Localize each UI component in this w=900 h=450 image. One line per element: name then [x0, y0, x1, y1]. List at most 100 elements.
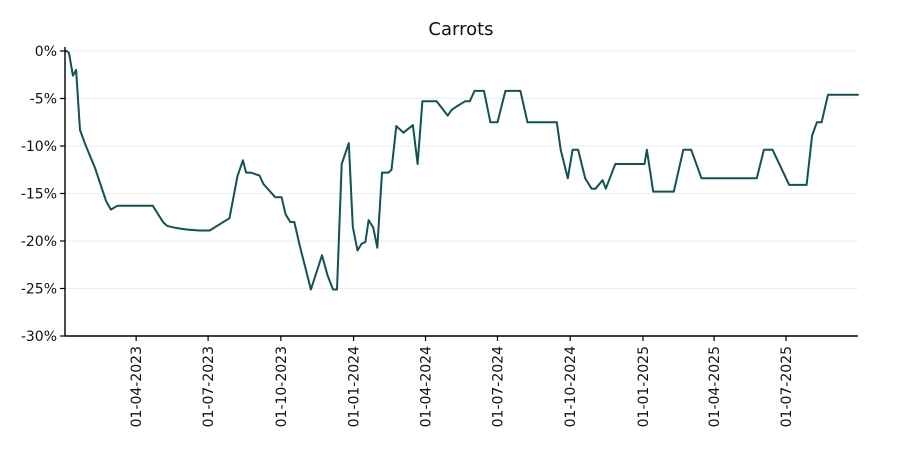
data-point: [416, 163, 418, 165]
data-point: [577, 149, 579, 151]
data-point: [811, 134, 813, 136]
data-point: [162, 221, 164, 223]
x-tick-label: 01-10-2023: [274, 346, 290, 427]
data-point: [242, 159, 244, 161]
data-point: [805, 184, 807, 186]
data-point: [431, 100, 433, 102]
y-tick-label: -20%: [21, 234, 57, 250]
chart-title: Carrots: [428, 19, 493, 40]
data-point: [827, 94, 829, 96]
data-point: [170, 226, 172, 228]
data-point: [450, 109, 452, 111]
data-point: [831, 94, 833, 96]
data-point: [489, 121, 491, 123]
data-point: [372, 227, 374, 229]
data-point: [752, 177, 754, 179]
data-point: [402, 132, 404, 134]
data-point: [68, 52, 70, 54]
data-point: [478, 90, 480, 92]
series-line: [64, 50, 859, 291]
x-tick-label: 01-01-2025: [636, 346, 652, 427]
data-point: [367, 219, 369, 221]
series-group: [64, 50, 859, 291]
data-point: [421, 100, 423, 102]
data-point: [336, 288, 338, 290]
data-point: [556, 121, 558, 123]
data-point: [348, 142, 350, 144]
x-tick-label: 01-04-2025: [707, 346, 723, 427]
data-point: [605, 188, 607, 190]
data-point: [387, 171, 389, 173]
data-point: [646, 149, 648, 151]
data-point: [179, 227, 181, 229]
data-point: [504, 90, 506, 92]
data-point: [745, 177, 747, 179]
data-point: [299, 245, 301, 247]
x-axis-ticks: 01-04-2023 01-07-2023 01-10-2023 01-01-2024…: [129, 336, 795, 427]
data-point: [643, 163, 645, 165]
data-point: [321, 254, 323, 256]
data-point: [293, 221, 295, 223]
data-point: [526, 121, 528, 123]
data-point: [341, 163, 343, 165]
data-point: [274, 196, 276, 198]
data-point: [395, 125, 397, 127]
data-point: [713, 177, 715, 179]
data-point: [360, 243, 362, 245]
y-tick-label: -25%: [21, 282, 57, 298]
data-point: [560, 149, 562, 151]
data-point: [690, 149, 692, 151]
x-tick-label: 01-07-2025: [779, 346, 795, 427]
x-tick-label: 01-04-2024: [419, 346, 435, 427]
data-point: [94, 167, 96, 169]
data-point: [682, 149, 684, 151]
x-tick-label: 01-04-2023: [129, 346, 145, 427]
data-point: [289, 221, 291, 223]
data-point: [571, 149, 573, 151]
data-point: [446, 114, 448, 116]
x-tick-label: 01-07-2024: [490, 346, 506, 427]
data-point: [567, 177, 569, 179]
data-point: [128, 205, 130, 207]
data-point: [364, 241, 366, 243]
data-point: [376, 246, 378, 248]
data-point: [122, 205, 124, 207]
data-point: [763, 149, 765, 151]
data-point: [514, 90, 516, 92]
data-point: [788, 184, 790, 186]
data-point: [258, 174, 260, 176]
data-point: [507, 90, 509, 92]
data-point: [412, 124, 414, 126]
data-point: [802, 184, 804, 186]
x-tick-label: 01-10-2024: [563, 346, 579, 427]
data-point: [426, 100, 428, 102]
data-point: [262, 183, 264, 185]
data-point: [601, 179, 603, 181]
y-tick-label: 0%: [35, 44, 57, 60]
data-point: [590, 188, 592, 190]
y-tick-label: -15%: [21, 187, 57, 203]
data-point: [250, 171, 252, 173]
grid: [65, 50, 858, 289]
data-point: [519, 90, 521, 92]
data-point: [84, 142, 86, 144]
data-point: [79, 129, 81, 131]
y-tick-label: -10%: [21, 139, 57, 155]
data-point: [72, 75, 74, 77]
data-point: [166, 225, 168, 227]
data-point: [236, 175, 238, 177]
data-point: [435, 100, 437, 102]
data-point: [326, 274, 328, 276]
y-tick-label: -30%: [21, 329, 57, 345]
data-point: [310, 288, 312, 290]
data-point: [657, 190, 659, 192]
data-point: [464, 100, 466, 102]
data-point: [245, 171, 247, 173]
data-point: [110, 208, 112, 210]
data-point: [198, 229, 200, 231]
data-point: [621, 163, 623, 165]
data-point: [381, 171, 383, 173]
data-point: [75, 69, 77, 71]
data-point: [208, 229, 210, 231]
x-tick-label: 01-07-2023: [201, 346, 217, 427]
